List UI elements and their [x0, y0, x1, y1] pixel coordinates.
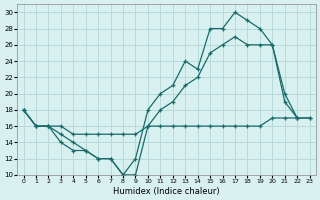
- X-axis label: Humidex (Indice chaleur): Humidex (Indice chaleur): [113, 187, 220, 196]
